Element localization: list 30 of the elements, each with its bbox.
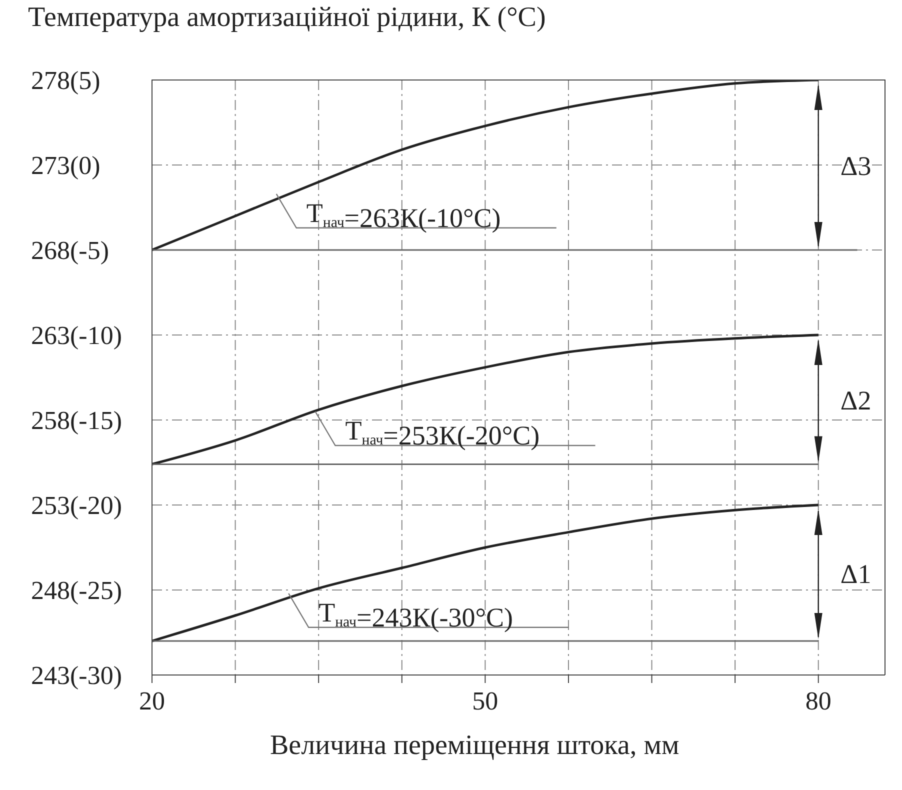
y-tick-label: 273 bbox=[31, 151, 70, 180]
y-tick-label: 263 bbox=[31, 321, 70, 350]
y2-tick-label: (-15) bbox=[70, 406, 122, 435]
x-tick-label: 50 bbox=[472, 686, 498, 716]
y2-tick-label: (-10) bbox=[70, 321, 122, 350]
chart-title: Температура амортизаційної рідини, К (°C) bbox=[28, 2, 546, 34]
y-tick-label: 248 bbox=[31, 576, 70, 605]
line-series bbox=[152, 504, 820, 642]
y2-tick-label: (0) bbox=[70, 151, 100, 180]
y2-tick-label: (-20) bbox=[70, 491, 122, 520]
y-tick-label: 278 bbox=[31, 66, 70, 95]
annotation: T$_{нач}$=243К(-30°C) bbox=[318, 597, 514, 632]
y-tick-label: 258 bbox=[31, 406, 70, 435]
y2-tick-label: (5) bbox=[70, 66, 100, 95]
line-series bbox=[152, 80, 820, 252]
annotation: Δ1 bbox=[840, 559, 872, 589]
annotation: T$_{нач}$=263К(-10°C) bbox=[306, 198, 501, 233]
y2-tick-label: (-25) bbox=[70, 576, 122, 605]
x-axis-title: Величина переміщення штока, мм bbox=[270, 730, 680, 762]
line-series bbox=[152, 334, 820, 466]
y2-tick-label: (-5) bbox=[70, 236, 109, 265]
x-tick-label: 20 bbox=[139, 686, 165, 716]
annotation: Δ2 bbox=[840, 386, 872, 416]
annotation: T$_{нач}$=253К(-20°C) bbox=[345, 416, 540, 450]
y-tick-label: 243 bbox=[31, 661, 70, 690]
annotation: Δ3 bbox=[840, 151, 872, 181]
y-tick-label: 268 bbox=[31, 236, 70, 265]
y2-tick-label: (-30) bbox=[70, 661, 122, 690]
x-tick-label: 80 bbox=[805, 686, 832, 716]
y-tick-label: 253 bbox=[31, 491, 70, 520]
